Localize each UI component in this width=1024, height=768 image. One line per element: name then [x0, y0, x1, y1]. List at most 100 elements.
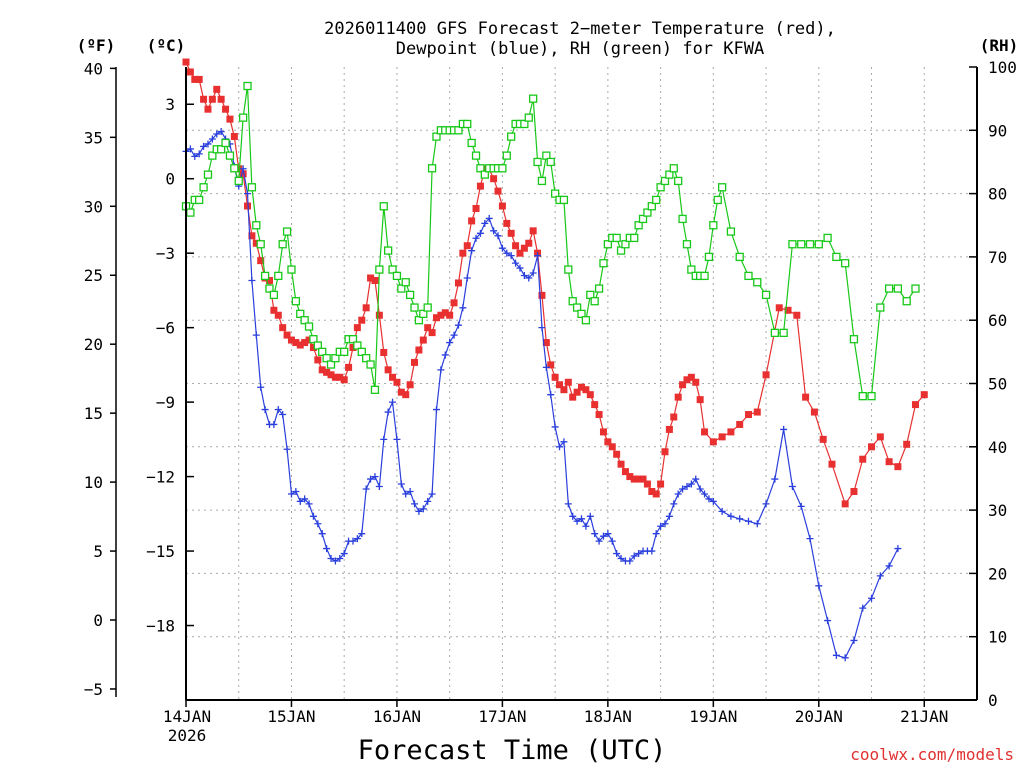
- relative-humidity-point: [568, 297, 577, 306]
- temperature-point: [213, 85, 221, 93]
- temperature-point: [692, 378, 700, 386]
- temperature-point: [494, 187, 502, 195]
- relative-humidity-point: [353, 341, 362, 350]
- dewpoint-point: [336, 555, 344, 563]
- temperature-point: [674, 393, 682, 401]
- relative-humidity-point: [392, 271, 402, 281]
- relative-humidity-point: [902, 297, 911, 306]
- temperature-point: [810, 408, 818, 416]
- temperature-point: [687, 373, 695, 381]
- relative-humidity-point: [797, 240, 806, 249]
- temperature-point: [406, 381, 414, 389]
- relative-humidity-point: [858, 392, 867, 401]
- relative-humidity-point: [537, 176, 547, 186]
- relative-humidity-point: [423, 303, 432, 312]
- temperature-point: [441, 309, 449, 317]
- temperature-point: [643, 480, 651, 488]
- temperature-point: [411, 358, 419, 366]
- temperature-point: [885, 458, 893, 466]
- x-tick-label: 17JAN: [478, 707, 526, 726]
- relative-humidity-point: [348, 335, 358, 344]
- temperature-point: [476, 182, 484, 190]
- fahrenheit-tick-label: 15: [84, 404, 103, 423]
- temperature-point: [296, 341, 304, 349]
- chart-title-line2: Dewpoint (blue), RH (green) for KFWA: [396, 39, 764, 59]
- dewpoint-point: [441, 351, 449, 359]
- fahrenheit-tick-label: 5: [93, 542, 103, 561]
- dewpoint-point: [753, 520, 761, 528]
- temperature-point: [560, 386, 568, 394]
- temperature-point: [569, 393, 577, 401]
- relative-humidity-point: [507, 132, 516, 141]
- relative-humidity-point: [243, 81, 252, 91]
- temperature-point: [472, 204, 480, 212]
- relative-humidity-point: [726, 227, 736, 236]
- dewpoint-point: [573, 517, 581, 525]
- dewpoint-point: [353, 535, 361, 543]
- temperature-point: [305, 336, 313, 344]
- dewpoint-point: [358, 530, 366, 538]
- dewpoint-point: [560, 438, 568, 446]
- dewpoint-point: [261, 406, 269, 414]
- temperature-point: [665, 425, 673, 433]
- dewpoint-point: [613, 550, 621, 558]
- temperature-point: [727, 428, 735, 436]
- fahrenheit-tick-label: 35: [84, 128, 103, 147]
- dewpoint-point: [744, 517, 752, 525]
- temperature-point: [490, 175, 498, 183]
- temperature-point: [432, 314, 440, 322]
- temperature-point: [195, 75, 203, 83]
- dewpoint-point: [490, 227, 498, 235]
- relative-humidity-point: [476, 164, 485, 173]
- dewpoint-point: [349, 537, 357, 545]
- relative-humidity-point: [665, 170, 674, 179]
- dewpoint-point: [578, 515, 585, 523]
- dewpoint-point: [481, 219, 489, 227]
- temperature-point: [841, 500, 849, 508]
- temperature-point: [709, 438, 717, 446]
- dewpoint-point: [705, 495, 713, 503]
- temperature-point: [512, 242, 520, 250]
- temperature-point: [920, 391, 928, 399]
- temperature-point: [397, 388, 405, 396]
- temperature-point: [424, 324, 432, 332]
- relative-humidity-point: [256, 240, 265, 249]
- relative-humidity-point: [375, 265, 384, 274]
- temperature-point: [437, 311, 445, 319]
- dewpoint-point: [591, 530, 599, 538]
- rh-tick-label: 90: [988, 121, 1007, 140]
- relative-humidity-point: [397, 284, 406, 293]
- dewpoint-point: [424, 497, 432, 505]
- dewpoint-point: [824, 617, 832, 625]
- relative-humidity-point: [331, 354, 340, 363]
- relative-humidity-point: [709, 221, 718, 230]
- dewpoint-point: [547, 391, 555, 399]
- relative-humidity-point: [647, 202, 656, 211]
- dewpoint-point: [428, 490, 436, 498]
- dewpoint-point: [868, 594, 876, 602]
- temperature-point: [239, 170, 247, 178]
- dewpoint-point: [788, 483, 796, 491]
- dewpoint-point: [683, 483, 691, 491]
- relative-humidity-point: [269, 290, 279, 300]
- relative-humidity-point: [744, 271, 753, 281]
- temperature-point: [819, 435, 827, 443]
- dewpoint-point: [692, 475, 700, 483]
- celsius-tick-label: −3: [156, 244, 175, 263]
- dewpoint-point: [512, 259, 520, 267]
- temperature-point: [679, 381, 687, 389]
- temperature-point: [274, 311, 282, 319]
- dewpoint-point: [287, 490, 295, 498]
- temperature-point: [186, 68, 194, 76]
- celsius-tick-label: 0: [165, 170, 175, 189]
- dewpoint-point: [415, 507, 423, 515]
- relative-humidity-point: [309, 335, 318, 344]
- dewpoint-point: [679, 485, 687, 493]
- temperature-point: [903, 440, 911, 448]
- relative-humidity-point: [612, 233, 621, 243]
- temperature-point: [525, 239, 533, 247]
- relative-humidity-point: [581, 316, 591, 325]
- dewpoint-point: [208, 135, 216, 143]
- temperature-point: [507, 229, 515, 237]
